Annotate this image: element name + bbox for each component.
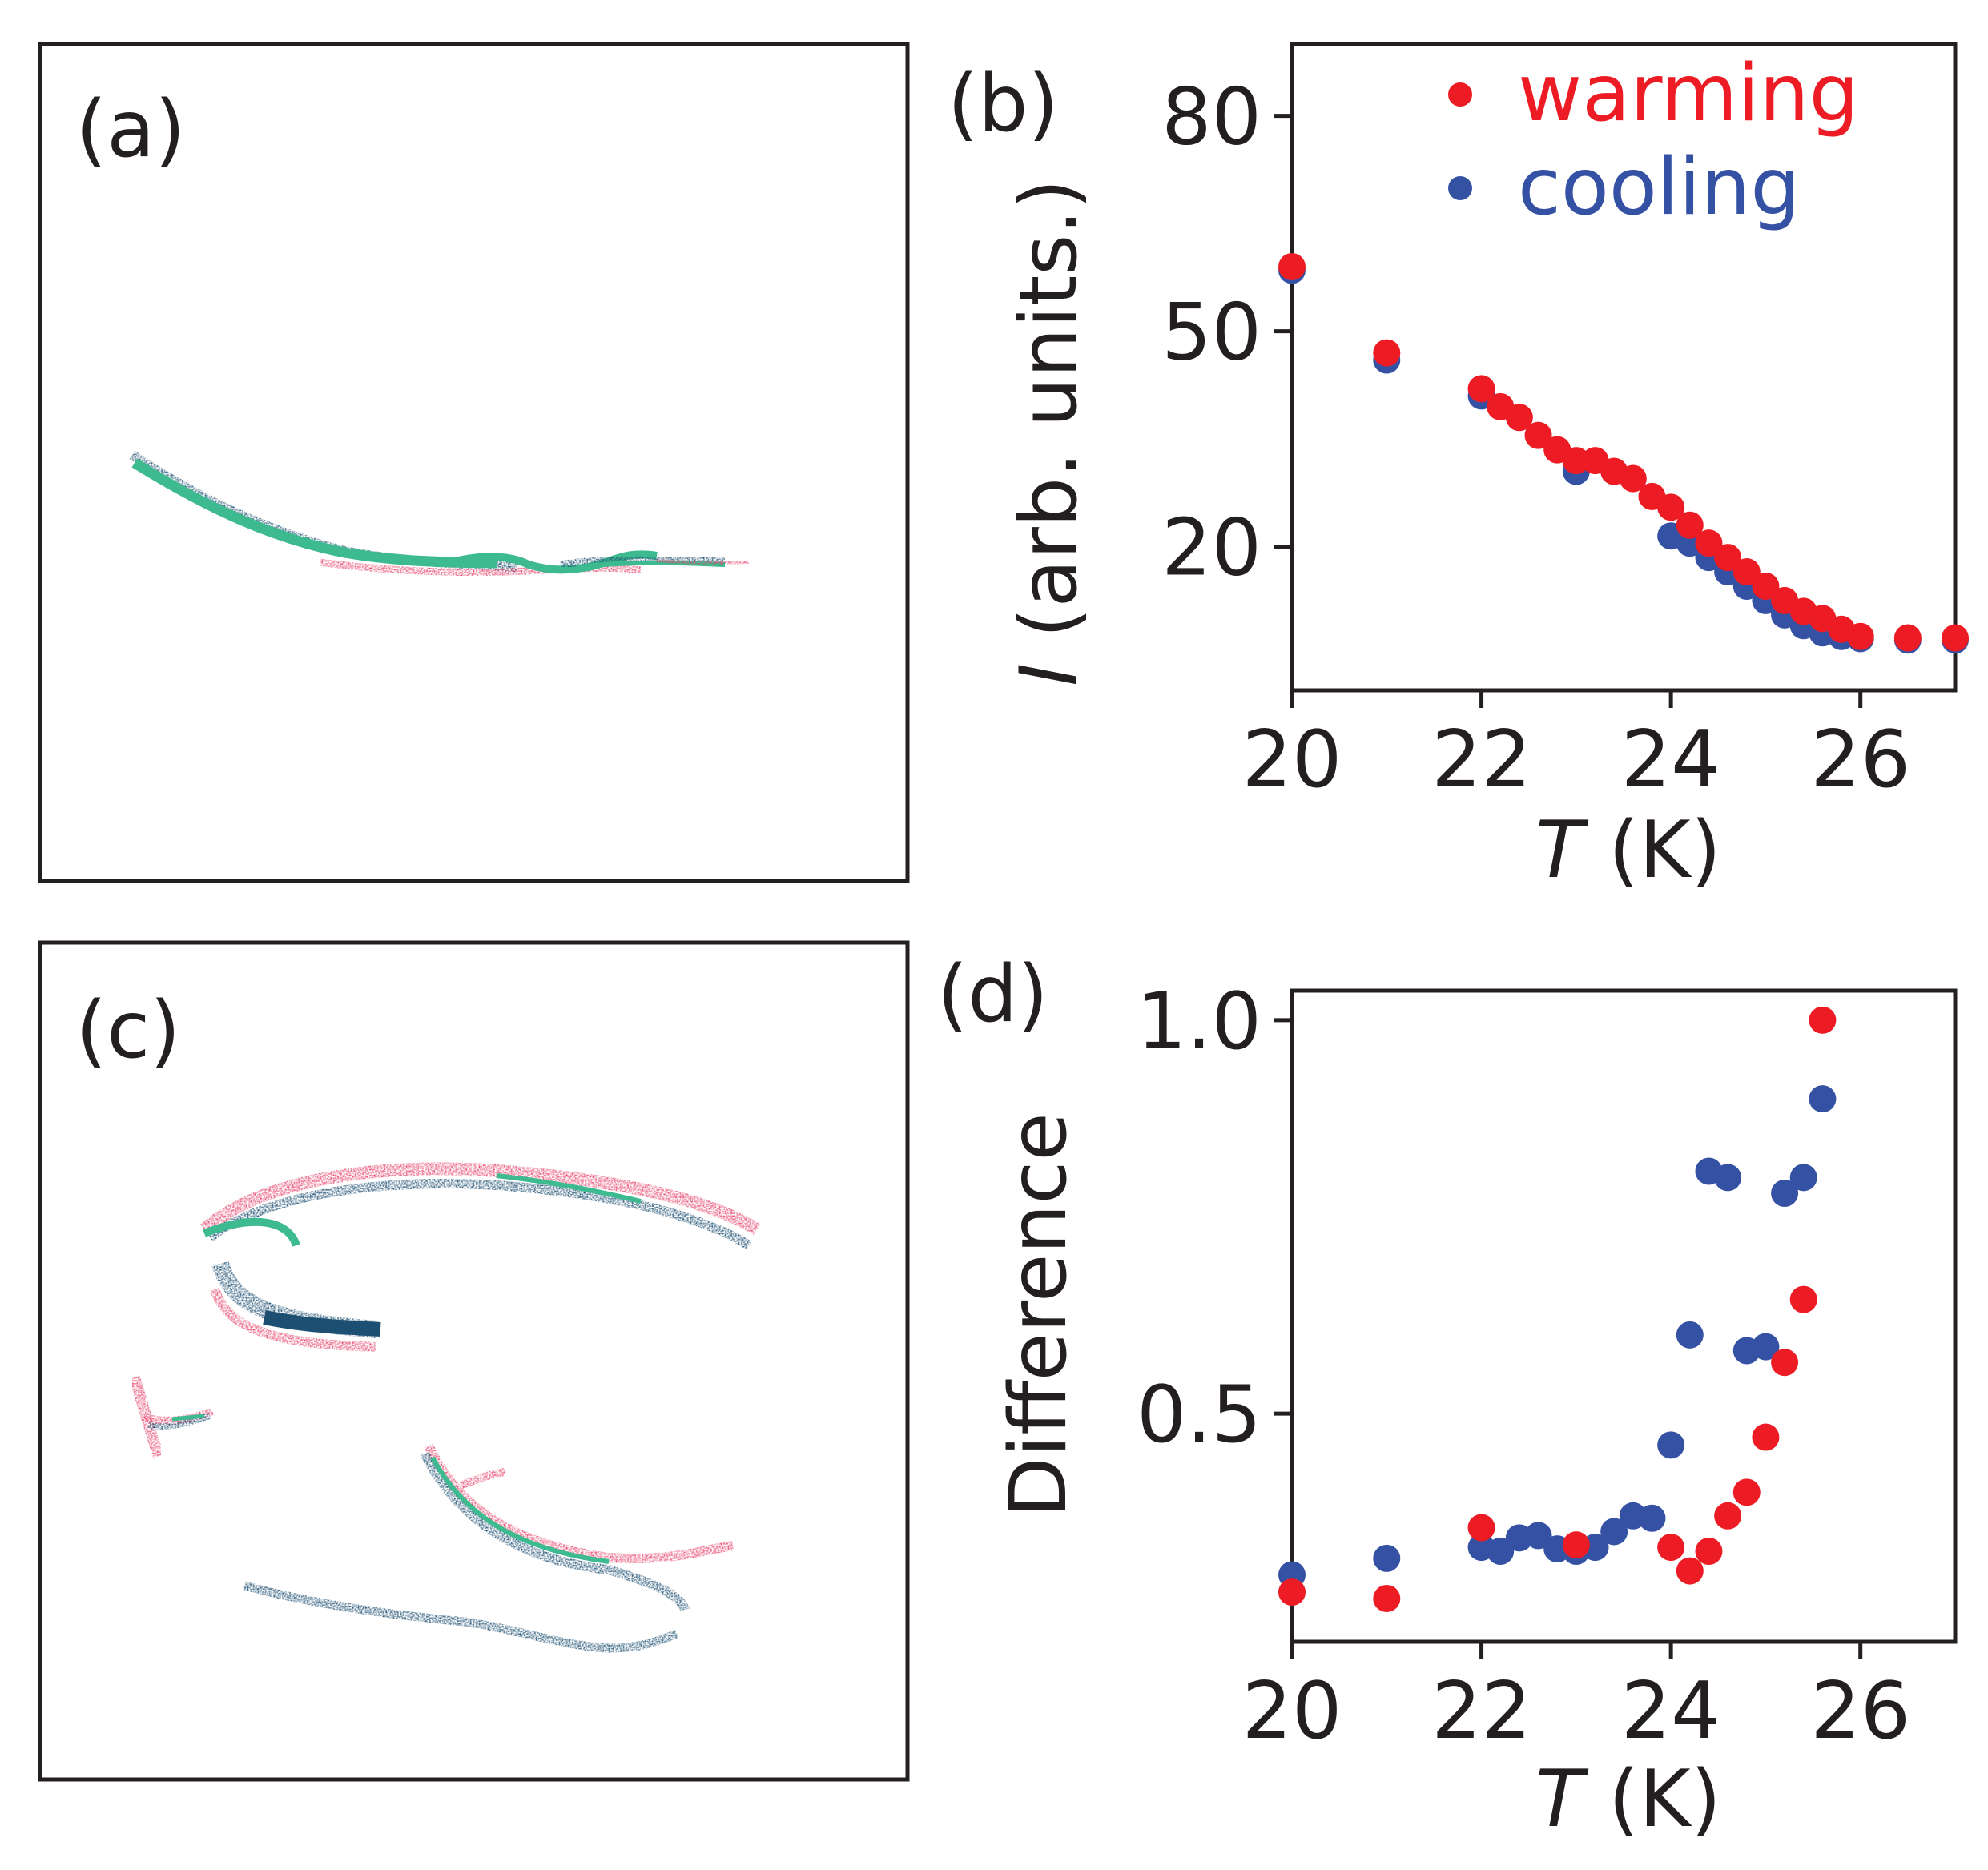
panel-a-frame bbox=[38, 42, 910, 883]
panel-d-xtick-label: 20 bbox=[1242, 1666, 1342, 1757]
panel-d-warming-point bbox=[1562, 1531, 1590, 1559]
panel-b-warming-point bbox=[1373, 339, 1401, 367]
panel-b-xtick-label: 22 bbox=[1431, 714, 1531, 806]
legend-cooling-marker bbox=[1448, 176, 1472, 200]
panel-d-ytick-label: 0.5 bbox=[1137, 1369, 1262, 1461]
panel-b-warming-point bbox=[1505, 404, 1533, 432]
panel-b-warming-point bbox=[1695, 529, 1723, 557]
panel-c-frame bbox=[38, 940, 910, 1782]
legend-warming-marker bbox=[1448, 82, 1472, 107]
panel-d-ylabel: Difference bbox=[993, 1112, 1085, 1517]
panel-d-warming-point bbox=[1657, 1534, 1685, 1562]
panel-d-warming-point bbox=[1373, 1584, 1401, 1612]
panel-b-points bbox=[1278, 252, 1969, 654]
panel-d-warming-point bbox=[1695, 1538, 1723, 1566]
panel-d-cooling-point bbox=[1524, 1522, 1552, 1550]
panel-d-cooling-point bbox=[1373, 1544, 1401, 1572]
panel-d-cooling-point bbox=[1676, 1321, 1704, 1349]
panel-d-cooling-point bbox=[1752, 1333, 1780, 1361]
panel-b-warming-point bbox=[1893, 624, 1922, 652]
panel-d-cooling-point bbox=[1714, 1164, 1742, 1192]
panel-c-label: (c) bbox=[76, 985, 180, 1076]
panel-d-cooling-point bbox=[1638, 1504, 1666, 1532]
panel-b-ytick-label: 50 bbox=[1161, 288, 1262, 379]
panel-b-warming-point bbox=[1752, 572, 1780, 600]
panel-d-warming-point bbox=[1771, 1349, 1799, 1377]
panel-a-intensity-map bbox=[129, 450, 750, 576]
panel-c: (c) bbox=[38, 940, 910, 1782]
panel-d-axes-frame bbox=[1290, 988, 1958, 1644]
panel-b-warming-point bbox=[1524, 421, 1552, 449]
panel-b-ylabel: I (arb. units.) bbox=[1004, 179, 1095, 686]
panel-d-xtick-label: 22 bbox=[1431, 1666, 1531, 1757]
panel-d-xlabel: T (K) bbox=[1535, 1754, 1721, 1845]
panel-d-label: (d) bbox=[937, 949, 1048, 1040]
panel-d-cooling-point bbox=[1789, 1164, 1817, 1192]
panel-c-intensity-map bbox=[129, 1162, 761, 1653]
panel-d-cooling-point bbox=[1600, 1518, 1628, 1546]
panel-a-label: (a) bbox=[76, 84, 186, 175]
panel-d-cooling-point bbox=[1809, 1085, 1837, 1113]
panel-d-cooling-point bbox=[1657, 1431, 1685, 1459]
panel-d-warming-point bbox=[1467, 1514, 1495, 1542]
panel-d-cooling-point bbox=[1771, 1179, 1799, 1207]
panel-b-warming-point bbox=[1467, 375, 1495, 403]
panel-d-warming-point bbox=[1714, 1502, 1742, 1530]
panel-b-ticks: 20 22 24 26 20 50 80 bbox=[1161, 72, 1910, 806]
panel-b-xtick-label: 20 bbox=[1242, 714, 1342, 806]
legend-cooling-label: cooling bbox=[1518, 142, 1801, 233]
panel-d-warming-point bbox=[1809, 1006, 1837, 1034]
panel-b-label: (b) bbox=[948, 58, 1059, 150]
panel-b-warming-point bbox=[1732, 558, 1761, 586]
panel-b-ytick-label: 20 bbox=[1161, 503, 1262, 594]
panel-b-axes-frame bbox=[1290, 42, 1958, 693]
panel-b-warming-point bbox=[1676, 511, 1704, 539]
panel-b-ytick-label: 80 bbox=[1161, 72, 1262, 163]
panel-d-warming-point bbox=[1676, 1557, 1704, 1585]
panel-d-cooling-point bbox=[1487, 1538, 1515, 1566]
panel-b-xtick-label: 24 bbox=[1621, 714, 1721, 806]
panel-d-warming-point bbox=[1752, 1423, 1780, 1451]
panel-b-xtick-label: 26 bbox=[1810, 714, 1910, 806]
panel-d-ticks: 20 22 24 26 0.5 1.0 bbox=[1137, 976, 1910, 1757]
panel-b-warming-point bbox=[1846, 622, 1874, 650]
panel-d-warming-point bbox=[1789, 1285, 1817, 1313]
panel-d-points bbox=[1278, 1006, 1837, 1612]
panel-d-xtick-label: 24 bbox=[1621, 1666, 1721, 1757]
panel-b-warming-point bbox=[1942, 624, 1969, 652]
panel-b-xlabel: T (K) bbox=[1535, 805, 1721, 896]
panel-d: (d) 20 22 24 26 0.5 1.0 T (K) Difference bbox=[937, 949, 1958, 1845]
panel-b-legend: warming cooling bbox=[1448, 48, 1859, 233]
panel-b-warming-point bbox=[1619, 464, 1647, 493]
panel-d-ytick-label: 1.0 bbox=[1137, 976, 1262, 1068]
panel-d-warming-point bbox=[1278, 1578, 1306, 1607]
panel-b-warming-point bbox=[1278, 252, 1306, 280]
panel-b-warming-point bbox=[1714, 544, 1742, 572]
panel-b-warming-point bbox=[1657, 493, 1685, 521]
panel-d-warming-point bbox=[1732, 1478, 1761, 1506]
legend-warming-label: warming bbox=[1518, 48, 1859, 139]
panel-a: (a) bbox=[38, 42, 910, 883]
panel-d-xtick-label: 26 bbox=[1810, 1666, 1910, 1757]
panel-b: (b) 20 22 24 26 20 50 80 warming cooling T (K)… bbox=[948, 42, 1969, 896]
panel-b-warming-point bbox=[1562, 447, 1590, 475]
